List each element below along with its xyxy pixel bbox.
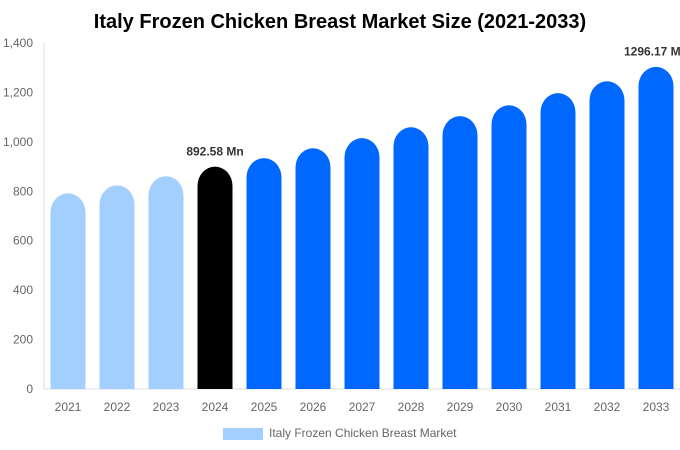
- x-tick-label: 2029: [447, 400, 474, 414]
- x-tick-label: 2030: [496, 400, 523, 414]
- y-tick-label: 1,400: [3, 36, 33, 50]
- bar-2025[interactable]: [246, 158, 282, 389]
- bar-2028[interactable]: [393, 127, 429, 389]
- x-tick-label: 2028: [398, 400, 425, 414]
- x-tick-label: 2022: [104, 400, 131, 414]
- data-label: 1296.17 Mn: [624, 45, 680, 59]
- x-tick-label: 2033: [643, 400, 670, 414]
- legend-swatch: [223, 428, 263, 440]
- legend[interactable]: Italy Frozen Chicken Breast Market: [223, 426, 457, 440]
- bar-2030[interactable]: [491, 105, 527, 389]
- x-tick-label: 2027: [349, 400, 376, 414]
- x-tick-label: 2026: [300, 400, 327, 414]
- bar-2031[interactable]: [540, 93, 576, 390]
- y-tick-label: 800: [13, 184, 33, 198]
- x-tick-label: 2024: [202, 400, 229, 414]
- x-tick-label: 2025: [251, 400, 278, 414]
- bar-2033[interactable]: [638, 66, 674, 390]
- y-tick-label: 0: [26, 382, 33, 396]
- chart-title: Italy Frozen Chicken Breast Market Size …: [94, 11, 586, 33]
- bar-2024[interactable]: [197, 166, 233, 389]
- y-tick-label: 200: [13, 333, 33, 347]
- x-tick-label: 2021: [55, 400, 82, 414]
- data-label: 892.58 Mn: [186, 144, 243, 158]
- x-tick-label: 2023: [153, 400, 180, 414]
- y-tick-label: 400: [13, 283, 33, 297]
- bar-2023[interactable]: [148, 176, 184, 389]
- legend-label: Italy Frozen Chicken Breast Market: [269, 426, 457, 440]
- bar-2022[interactable]: [99, 185, 135, 389]
- y-tick-label: 600: [13, 234, 33, 248]
- bar-2026[interactable]: [295, 148, 331, 389]
- bar-2027[interactable]: [344, 138, 380, 389]
- bar-2029[interactable]: [442, 116, 478, 390]
- x-tick-label: 2031: [545, 400, 572, 414]
- bar-2021[interactable]: [50, 193, 86, 389]
- y-tick-label: 1,000: [3, 135, 33, 149]
- bar-2032[interactable]: [589, 81, 625, 389]
- y-tick-label: 1,200: [3, 85, 33, 99]
- x-tick-label: 2032: [594, 400, 621, 414]
